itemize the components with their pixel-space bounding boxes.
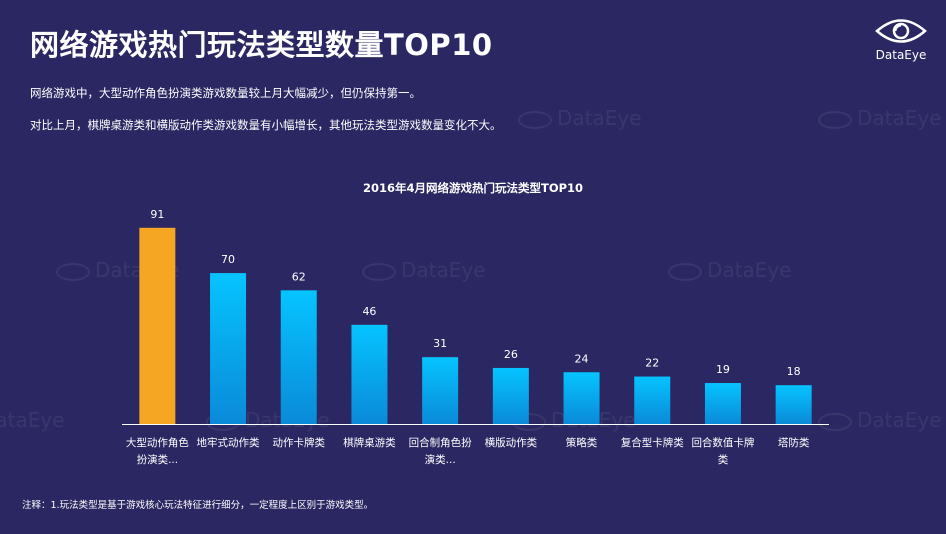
category-label: 动作卡牌类 xyxy=(273,436,326,449)
category-label: 复合型卡牌类 xyxy=(621,436,684,449)
category-label: 类 xyxy=(718,453,729,466)
bar xyxy=(563,372,600,424)
bar xyxy=(139,227,176,424)
category-label: 地牢式动作类 xyxy=(197,436,260,449)
footnote: 注释：1.玩法类型是基于游戏核心玩法特征进行细分，一定程度上区别于游戏类型。 xyxy=(22,500,374,511)
category-label: 回合数值卡牌 xyxy=(691,436,754,449)
bar xyxy=(704,383,741,424)
data-label: 46 xyxy=(362,305,376,318)
data-label: 19 xyxy=(716,363,730,376)
category-label: 回合制角色扮 xyxy=(409,436,472,449)
category-label: 棋牌桌游类 xyxy=(343,436,396,449)
data-label: 31 xyxy=(433,337,447,350)
dataeye-logo: DataEye xyxy=(866,16,936,66)
summary-line-1: 网络游戏中，大型动作角色扮演类游戏数量较上月大幅减少，但仍保持第一。 xyxy=(30,86,421,100)
data-label: 18 xyxy=(787,365,801,378)
category-label: 扮演类... xyxy=(137,453,179,466)
summary-line-2: 对比上月，棋牌桌游类和横版动作类游戏数量有小幅增长，其他玩法类型游戏数量变化不大… xyxy=(30,118,502,132)
bar xyxy=(422,357,459,424)
data-label: 22 xyxy=(645,357,659,370)
data-label: 26 xyxy=(504,348,518,361)
category-label: 塔防类 xyxy=(778,436,810,449)
logo-text: DataEye xyxy=(875,48,927,62)
data-label: 24 xyxy=(575,352,589,365)
bar xyxy=(492,367,529,424)
category-label: 演类... xyxy=(425,453,456,466)
category-label: 大型动作角色 xyxy=(126,436,189,449)
chart-title: 2016年4月网络游戏热门玩法类型TOP10 xyxy=(362,181,584,195)
eye-icon xyxy=(875,19,927,43)
bar xyxy=(775,385,812,424)
bar xyxy=(351,324,388,424)
bar xyxy=(210,273,247,424)
category-label: 策略类 xyxy=(566,436,598,449)
bar xyxy=(634,376,671,424)
data-label: 91 xyxy=(150,208,164,221)
data-label: 62 xyxy=(292,270,306,283)
data-label: 70 xyxy=(221,253,235,266)
page-title: 网络游戏热门玩法类型数量TOP10 xyxy=(30,28,493,62)
bar xyxy=(280,290,317,424)
category-label: 横版动作类 xyxy=(485,436,538,449)
